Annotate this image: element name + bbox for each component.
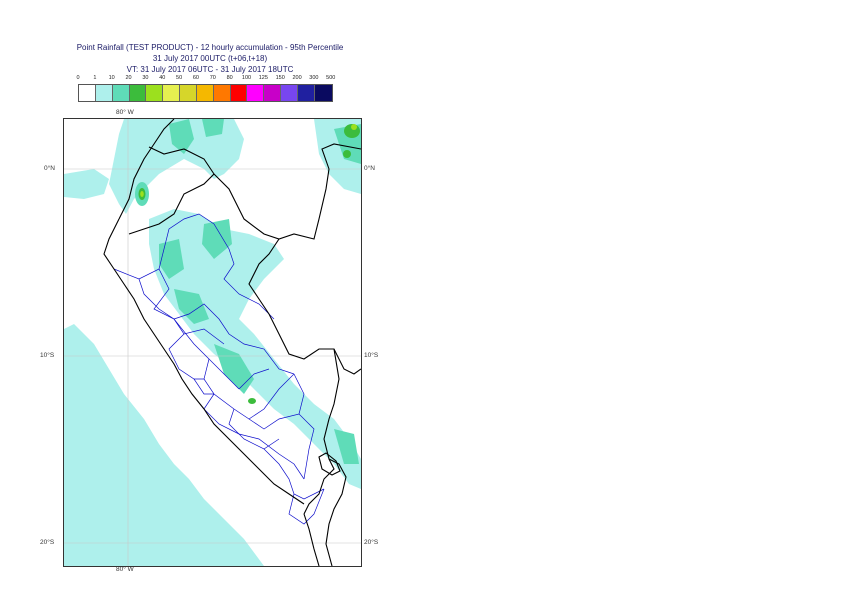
legend-label: 10 <box>108 75 115 81</box>
legend-label: 100 <box>241 75 252 81</box>
legend-label: 0 <box>76 75 80 81</box>
legend-swatch <box>314 85 332 101</box>
legend-label: 80 <box>226 75 233 81</box>
rainfall-map <box>63 118 362 567</box>
rainfall-10mm-layer <box>135 119 361 464</box>
lat-label-left-0: 0°N <box>44 165 55 172</box>
rainfall-30mm-layer <box>140 124 357 197</box>
border-chile-bolivia <box>303 513 320 566</box>
border-peru-brazil <box>248 238 361 375</box>
rain-10-andes-a <box>202 219 232 259</box>
lat-label-right-20: 20°S <box>364 539 379 546</box>
lat-label-right-0: 0°N <box>364 165 375 172</box>
rain-10-andes-c <box>174 289 209 324</box>
legend-label: 60 <box>192 75 199 81</box>
coastline-peru <box>103 218 305 505</box>
legend-swatch <box>247 85 265 101</box>
legend-swatch <box>180 85 197 101</box>
rain-west-patch <box>64 169 109 199</box>
lat-label-left-10: 10°S <box>40 352 55 359</box>
lat-label-right-10: 10°S <box>364 352 379 359</box>
legend-swatch <box>213 85 231 101</box>
lat-label-left-20: 20°S <box>40 539 55 546</box>
rain-10-andes-d <box>214 344 254 394</box>
rain-30-nw <box>140 191 144 197</box>
legend-label: 70 <box>209 75 216 81</box>
color-legend <box>78 84 333 102</box>
legend-swatch <box>196 85 214 101</box>
rain-10-north-b <box>202 119 224 137</box>
legend-label: 125 <box>258 75 268 81</box>
map-run-time: 31 July 2017 00UTC (t+06,t+18) <box>152 54 268 63</box>
map-canvas <box>64 119 361 566</box>
legend-swatch <box>163 85 181 101</box>
lon-label-top: 80° W <box>116 109 134 116</box>
rain-10-andes-b <box>159 239 184 279</box>
legend-swatch <box>95 85 113 101</box>
legend-swatch <box>264 85 282 101</box>
legend-swatch <box>112 85 130 101</box>
map-valid-time: VT: 31 July 2017 06UTC - 31 July 2017 18… <box>126 65 294 74</box>
legend-swatch <box>297 85 315 101</box>
legend-label: 500 <box>326 75 336 81</box>
legend-swatch <box>281 85 298 101</box>
coastline-north <box>118 119 175 220</box>
legend-swatch <box>79 85 96 101</box>
rain-andes-band <box>149 209 361 489</box>
border-bolivia-argentina <box>325 458 347 566</box>
rain-10-south-a <box>334 429 359 464</box>
region-boundaries <box>113 213 325 525</box>
lon-label-bottom: 80° W <box>116 566 134 573</box>
legend-label: 150 <box>275 75 285 81</box>
lake-titicaca <box>318 452 341 476</box>
legend-swatch <box>129 85 147 101</box>
legend-swatch <box>230 85 248 101</box>
legend-label: 200 <box>292 75 302 81</box>
legend-label: 20 <box>125 75 132 81</box>
legend-label: 40 <box>159 75 166 81</box>
legend-label: 30 <box>142 75 149 81</box>
rainfall-1mm-layer <box>64 119 361 566</box>
legend-swatch <box>146 85 164 101</box>
country-outline <box>103 119 361 566</box>
rain-20-south <box>248 398 256 404</box>
border-colombia-ecuador <box>128 146 215 235</box>
rain-10-north-a <box>169 119 194 154</box>
legend-label: 1 <box>93 75 97 81</box>
rain-20-east <box>343 150 351 158</box>
legend-label: 50 <box>176 75 183 81</box>
border-peru-colombia <box>213 143 361 240</box>
legend-label: 300 <box>309 75 319 81</box>
rain-30-ne <box>351 124 357 130</box>
rain-coastal-ocean <box>64 324 264 566</box>
map-title: Point Rainfall (TEST PRODUCT) - 12 hourl… <box>76 43 344 52</box>
graticule <box>64 119 361 566</box>
